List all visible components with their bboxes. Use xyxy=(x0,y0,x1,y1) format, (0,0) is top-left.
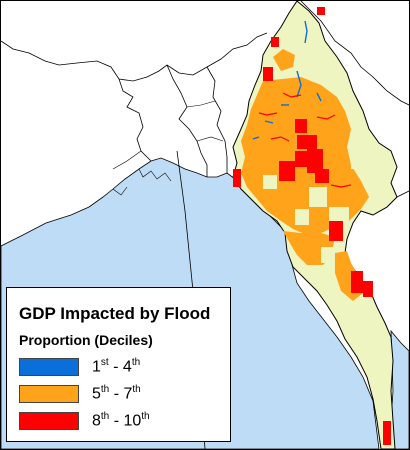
india-state-lines xyxy=(112,100,224,170)
legend-swatch-orange xyxy=(19,385,79,403)
decile-low-patches xyxy=(263,151,365,263)
decile-1-4-rivers xyxy=(252,20,322,140)
andaman-sea xyxy=(390,329,409,449)
legend-range-label: 1st - 4th xyxy=(92,357,141,376)
legend-swatch-blue xyxy=(19,358,79,376)
decile-8-10-rivers xyxy=(258,92,352,188)
legend-title: GDP Impacted by Flood xyxy=(19,304,211,323)
decile-8-10-areas xyxy=(233,7,391,445)
legend-range-label: 8th - 10th xyxy=(92,411,150,430)
legend-subtitle: Proportion (Deciles) xyxy=(19,332,153,348)
delta-coast xyxy=(112,168,172,196)
map-legend: GDP Impacted by Flood Proportion (Decile… xyxy=(6,287,231,442)
india-bangladesh-border xyxy=(1,32,268,82)
china-border xyxy=(300,1,409,106)
legend-range-label: 5th - 7th xyxy=(92,384,141,403)
india-east-border xyxy=(206,66,228,173)
bangladesh-outline xyxy=(118,64,208,177)
legend-swatch-red xyxy=(19,412,79,430)
